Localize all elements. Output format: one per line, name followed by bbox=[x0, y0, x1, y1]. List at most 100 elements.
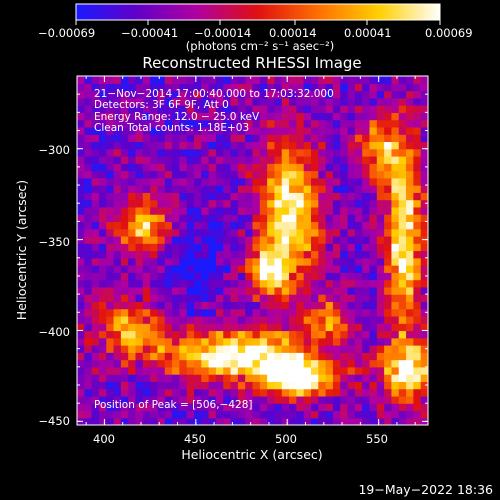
heatmap-cell bbox=[172, 286, 180, 295]
heatmap-cell bbox=[289, 352, 297, 361]
heatmap-cell bbox=[296, 228, 305, 237]
heatmap-cell bbox=[340, 388, 349, 397]
heatmap-cell bbox=[413, 359, 422, 368]
heatmap-cell bbox=[384, 366, 393, 375]
heatmap-cell bbox=[332, 410, 341, 419]
heatmap-cell bbox=[113, 155, 122, 164]
heatmap-cell bbox=[369, 286, 378, 295]
heatmap-cell bbox=[340, 177, 349, 186]
heatmap-cell bbox=[398, 155, 407, 164]
heatmap-cell bbox=[172, 279, 180, 288]
heatmap-cell bbox=[252, 323, 261, 332]
heatmap-cell bbox=[259, 112, 268, 121]
heatmap-cell bbox=[311, 221, 319, 230]
heatmap-cell bbox=[398, 243, 407, 252]
heatmap-cell bbox=[208, 352, 217, 361]
heatmap-cell bbox=[413, 243, 422, 252]
heatmap-cell bbox=[406, 323, 414, 332]
heatmap-cell bbox=[296, 90, 305, 99]
heatmap-cell bbox=[128, 119, 137, 128]
heatmap-cell bbox=[267, 155, 276, 164]
heatmap-cell bbox=[223, 83, 232, 92]
heatmap-cell bbox=[325, 141, 334, 150]
heatmap-cell bbox=[172, 366, 180, 375]
heatmap-cell bbox=[164, 250, 173, 259]
heatmap-cell bbox=[325, 163, 334, 172]
heatmap-cell bbox=[289, 155, 297, 164]
heatmap-cell bbox=[340, 155, 349, 164]
heatmap-cell bbox=[398, 228, 407, 237]
heatmap-cell bbox=[267, 366, 276, 375]
heatmap-cell bbox=[223, 119, 232, 128]
heatmap-cell bbox=[164, 97, 173, 106]
heatmap-cell bbox=[311, 185, 319, 193]
heatmap-cell bbox=[303, 308, 312, 317]
heatmap-cell bbox=[106, 199, 115, 208]
heatmap-cell bbox=[164, 134, 173, 143]
heatmap-cell bbox=[179, 170, 188, 179]
heatmap-cell bbox=[245, 141, 254, 150]
heatmap-cell bbox=[150, 352, 159, 361]
heatmap-cell bbox=[208, 76, 217, 84]
heatmap-cell bbox=[406, 119, 414, 128]
heatmap-cell bbox=[113, 265, 122, 273]
heatmap-cell bbox=[274, 185, 283, 193]
heatmap-cell bbox=[274, 221, 283, 230]
heatmap-cell bbox=[347, 141, 356, 150]
heatmap-cell bbox=[252, 105, 261, 113]
heatmap-cell bbox=[172, 170, 180, 179]
heatmap-cell bbox=[201, 228, 210, 237]
heatmap-cell bbox=[128, 403, 137, 412]
heatmap-cell bbox=[135, 199, 144, 208]
heatmap-cell bbox=[230, 257, 239, 266]
heatmap-cell bbox=[84, 301, 93, 310]
heatmap-cell bbox=[340, 286, 349, 295]
heatmap-cell bbox=[289, 417, 297, 425]
heatmap-cell bbox=[172, 388, 180, 397]
heatmap-cell bbox=[296, 417, 305, 425]
heatmap-cell bbox=[413, 97, 422, 106]
heatmap-cell bbox=[245, 286, 254, 295]
heatmap-cell bbox=[135, 112, 144, 121]
heatmap-cell bbox=[384, 345, 393, 353]
heatmap-cell bbox=[325, 345, 334, 353]
heatmap-cell bbox=[340, 214, 349, 223]
heatmap-cell bbox=[369, 403, 378, 412]
heatmap-cell bbox=[172, 243, 180, 252]
heatmap-cell bbox=[230, 366, 239, 375]
heatmap-cell bbox=[274, 126, 283, 135]
heatmap-cell bbox=[384, 410, 393, 419]
heatmap-cell bbox=[215, 243, 224, 252]
heatmap-cell bbox=[157, 395, 166, 404]
heatmap-cell bbox=[332, 301, 341, 310]
heatmap-cell bbox=[369, 330, 378, 339]
heatmap-cell bbox=[91, 119, 100, 128]
heatmap-cell bbox=[201, 410, 210, 419]
heatmap-cell bbox=[106, 374, 115, 382]
heatmap-cell bbox=[98, 243, 107, 252]
heatmap-cell bbox=[259, 359, 268, 368]
heatmap-cell bbox=[347, 265, 356, 273]
heatmap-cell bbox=[84, 119, 93, 128]
heatmap-cell bbox=[237, 345, 246, 353]
heatmap-cell bbox=[98, 155, 107, 164]
heatmap-cell bbox=[311, 235, 319, 244]
heatmap-cell bbox=[332, 381, 341, 390]
heatmap-cell bbox=[208, 163, 217, 172]
heatmap-cell bbox=[362, 257, 371, 266]
heatmap-cell bbox=[237, 163, 246, 172]
heatmap-cell bbox=[113, 315, 122, 324]
heatmap-cell bbox=[274, 112, 283, 121]
heatmap-cell bbox=[201, 177, 210, 186]
heatmap-cell bbox=[384, 148, 393, 157]
heatmap-cell bbox=[420, 337, 428, 346]
heatmap-cell bbox=[259, 374, 268, 382]
heatmap-cell bbox=[311, 301, 319, 310]
heatmap-cell bbox=[91, 97, 100, 106]
heatmap-cell bbox=[311, 134, 319, 143]
heatmap-cell bbox=[281, 126, 290, 135]
heatmap-cell bbox=[237, 177, 246, 186]
heatmap-cell bbox=[245, 206, 254, 215]
heatmap-cell bbox=[179, 272, 188, 281]
heatmap-cell bbox=[201, 279, 210, 288]
